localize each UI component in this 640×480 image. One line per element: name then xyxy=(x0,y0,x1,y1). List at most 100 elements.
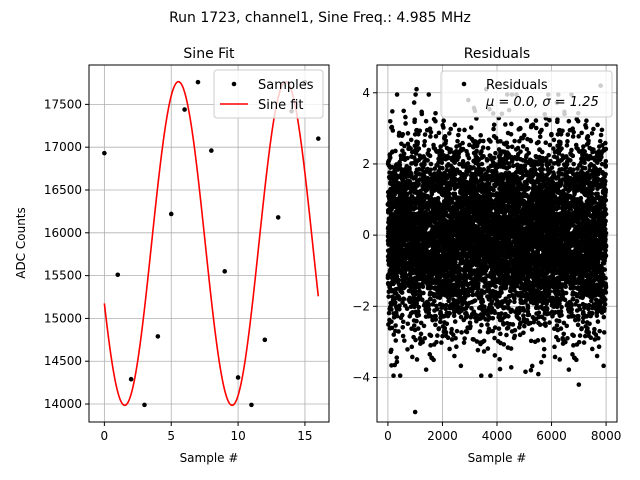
residual-point xyxy=(434,339,439,345)
residual-point xyxy=(455,138,460,144)
residual-point xyxy=(475,347,481,353)
residual-point xyxy=(416,146,422,151)
residual-point xyxy=(399,290,405,295)
residual-point xyxy=(425,207,431,212)
residual-point xyxy=(462,336,467,341)
residual-point xyxy=(426,92,432,97)
residual-point xyxy=(428,161,434,167)
residual-point xyxy=(498,331,503,337)
sine-fit-ytick-label: 17000 xyxy=(44,140,82,154)
residual-point xyxy=(472,298,478,303)
residual-point xyxy=(502,122,508,127)
residual-point xyxy=(428,134,433,139)
residual-point xyxy=(405,131,411,136)
sample-point xyxy=(155,334,161,339)
residual-point xyxy=(387,118,393,124)
residual-point xyxy=(422,139,428,144)
residual-point xyxy=(468,323,473,329)
sample-point xyxy=(102,150,107,156)
residual-point xyxy=(509,121,514,127)
sine-fit-title: Sine Fit xyxy=(183,46,235,62)
residual-point xyxy=(461,340,467,345)
residual-point xyxy=(497,357,502,362)
residual-point xyxy=(386,294,391,299)
residual-point xyxy=(391,332,397,337)
residual-point xyxy=(425,158,430,163)
residual-point xyxy=(485,346,491,351)
residual-point xyxy=(518,126,523,131)
residual-point xyxy=(504,332,509,338)
residual-point xyxy=(389,307,394,312)
residual-point xyxy=(485,322,490,327)
residual-point xyxy=(416,181,421,187)
residual-point xyxy=(444,302,449,308)
residual-point xyxy=(512,327,518,333)
residual-point xyxy=(416,312,422,318)
residual-point xyxy=(394,92,400,97)
residual-point xyxy=(508,131,514,137)
sample-point xyxy=(235,375,241,380)
residual-point xyxy=(452,319,458,324)
residual-point xyxy=(396,277,402,283)
residual-point xyxy=(501,342,507,347)
residual-point xyxy=(436,130,442,136)
residual-point xyxy=(433,118,438,124)
sample-point xyxy=(168,211,174,217)
residual-point xyxy=(403,121,408,126)
residual-point xyxy=(492,353,498,358)
residual-point xyxy=(419,111,425,117)
residual-point xyxy=(405,347,410,352)
residual-point xyxy=(428,333,434,339)
residual-point xyxy=(418,320,424,326)
legend-sine-fit-label: Sine fit xyxy=(258,98,304,113)
residual-point xyxy=(488,373,493,379)
residual-point xyxy=(433,110,438,116)
residual-point xyxy=(479,161,485,167)
residual-point xyxy=(402,338,407,343)
residual-point xyxy=(390,294,395,299)
residual-point xyxy=(490,316,496,321)
residual-point xyxy=(387,155,393,161)
residual-point xyxy=(496,326,502,331)
residual-point xyxy=(401,108,407,114)
residual-point xyxy=(397,297,402,302)
residual-point xyxy=(395,264,401,270)
residual-point xyxy=(421,143,427,148)
residual-point xyxy=(477,329,483,334)
residual-point xyxy=(442,325,448,331)
residual-point xyxy=(447,131,452,136)
sine-fit-xtick-label: 5 xyxy=(167,429,175,443)
sample-point xyxy=(222,269,228,274)
residual-point xyxy=(505,144,511,150)
sine-fit-data xyxy=(102,79,321,408)
residual-point xyxy=(397,307,402,312)
residual-point xyxy=(435,333,440,338)
residual-point xyxy=(488,139,493,144)
residual-point xyxy=(499,290,504,295)
residual-point xyxy=(410,354,415,360)
sine-fit-xtick-label: 0 xyxy=(101,429,109,443)
residual-point xyxy=(412,132,418,137)
residual-point xyxy=(417,128,423,134)
residual-point xyxy=(397,373,403,378)
residual-point xyxy=(408,137,414,143)
residual-point xyxy=(474,148,480,154)
residual-point xyxy=(389,319,394,324)
residual-point xyxy=(426,310,432,316)
residual-point xyxy=(413,92,418,97)
residual-point xyxy=(456,132,461,138)
residual-point xyxy=(412,304,417,310)
residual-point xyxy=(428,129,434,135)
residual-point xyxy=(413,337,418,343)
residual-point xyxy=(478,133,483,138)
residual-point xyxy=(428,343,433,348)
residual-point xyxy=(414,357,420,362)
residual-point xyxy=(491,126,496,132)
residual-point xyxy=(421,323,427,329)
residual-point xyxy=(390,128,396,133)
residual-point xyxy=(481,338,487,344)
sine-fit-legend: Samples Sine fit xyxy=(213,69,324,119)
residual-point xyxy=(405,155,410,161)
residual-point xyxy=(411,323,417,328)
sample-point xyxy=(115,272,121,278)
